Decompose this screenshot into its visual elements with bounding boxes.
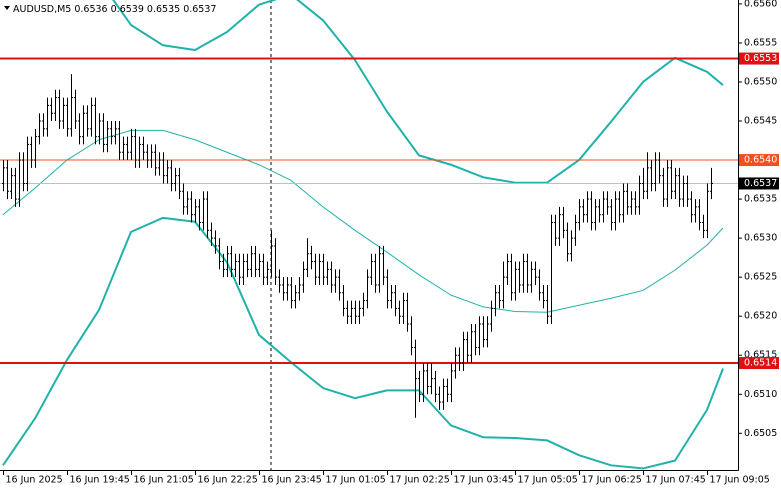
y-tick-label: 0.6510 (744, 389, 777, 400)
x-tick-label: 16 Jun 22:25 (198, 475, 258, 486)
x-tick-label: 17 Jun 03:45 (454, 475, 514, 486)
bollinger-upper (112, 0, 724, 184)
x-tick-label: 17 Jun 06:25 (582, 475, 642, 486)
close-value: 0.6537 (183, 4, 216, 15)
y-tick-label: 0.6535 (744, 194, 777, 205)
y-tick-label: 0.6560 (744, 0, 777, 9)
x-tick-label: 17 Jun 07:45 (646, 475, 706, 486)
x-tick-label: 17 Jun 01:05 (326, 475, 386, 486)
y-tick-label: 0.6530 (744, 233, 777, 244)
x-tick-label: 16 Jun 23:45 (262, 475, 322, 486)
y-tick-label: 0.6545 (744, 116, 777, 127)
bollinger-middle (2, 129, 724, 313)
symbol: AUDUSD,M5 (13, 4, 71, 15)
x-tick-label: 17 Jun 09:05 (710, 475, 770, 486)
bid-label-box (739, 177, 779, 190)
open-value: 0.6536 (74, 4, 107, 15)
level-label-box (739, 357, 779, 370)
y-tick-label: 0.6505 (744, 428, 777, 439)
level-label: 0.6540 (744, 155, 777, 166)
axes: 0.65600.65550.65500.65450.65400.65350.65… (3, 0, 779, 486)
y-tick-label: 0.6525 (744, 272, 777, 283)
plot-area (0, 0, 738, 470)
y-tick-label: 0.6515 (744, 350, 777, 361)
chart-title: AUDUSD,M5 0.6536 0.6539 0.6535 0.6537 (13, 4, 216, 15)
x-tick-label: 16 Jun 19:45 (70, 475, 130, 486)
high-value: 0.6539 (111, 4, 144, 15)
x-tick-label: 16 Jun 21:05 (134, 475, 194, 486)
y-tick-label: 0.6550 (744, 76, 777, 87)
y-tick-label: 0.6555 (744, 37, 777, 48)
low-value: 0.6535 (147, 4, 180, 15)
level-label-box (739, 154, 779, 167)
level-label: 0.6514 (744, 358, 777, 369)
level-label-box (739, 52, 779, 65)
x-tick-label: 17 Jun 02:25 (390, 475, 450, 486)
y-tick-label: 0.6520 (744, 311, 777, 322)
x-tick-label: 17 Jun 05:05 (518, 475, 578, 486)
level-label: 0.6553 (744, 53, 777, 64)
bid-label: 0.6537 (744, 178, 777, 189)
menu-icon[interactable] (4, 6, 10, 10)
x-tick-label: 16 Jun 2025 (6, 475, 63, 486)
bollinger-lower (2, 216, 724, 470)
